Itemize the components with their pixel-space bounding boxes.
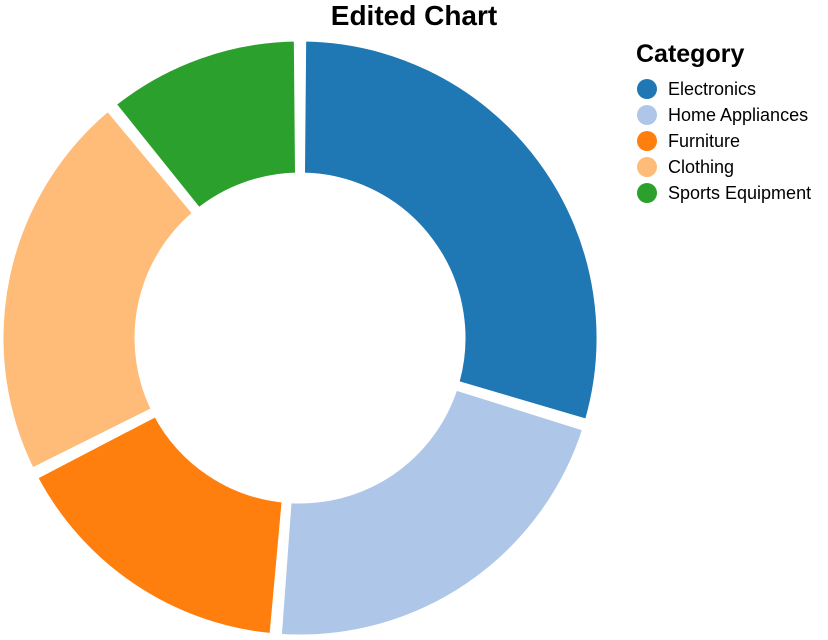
legend-label: Clothing	[668, 157, 734, 177]
legend-label: Home Appliances	[668, 105, 808, 125]
legend-item: Clothing	[637, 157, 734, 177]
slice-electronics	[297, 34, 604, 427]
donut-slices	[0, 34, 604, 640]
legend-swatch	[637, 79, 657, 99]
legend-swatch	[637, 157, 657, 177]
legend: Category Electronics Home Appliances Furni…	[636, 40, 811, 203]
legend-item: Furniture	[637, 131, 740, 151]
chart-title: Edited Chart	[331, 0, 497, 31]
slice-clothing	[0, 103, 200, 476]
legend-title: Category	[636, 40, 744, 68]
slice-furniture	[30, 409, 289, 640]
legend-label: Sports Equipment	[668, 183, 811, 203]
slice-home-appliances	[274, 383, 590, 640]
legend-swatch	[637, 183, 657, 203]
legend-swatch	[637, 105, 657, 125]
legend-label: Electronics	[668, 79, 756, 99]
legend-item: Home Appliances	[637, 105, 808, 125]
slice-sports-equipment	[108, 34, 303, 216]
legend-swatch	[637, 131, 657, 151]
legend-label: Furniture	[668, 131, 740, 151]
legend-item: Electronics	[637, 79, 756, 99]
legend-item: Sports Equipment	[637, 183, 811, 203]
legend-items: Electronics Home Appliances Furniture Cloth…	[637, 79, 811, 203]
